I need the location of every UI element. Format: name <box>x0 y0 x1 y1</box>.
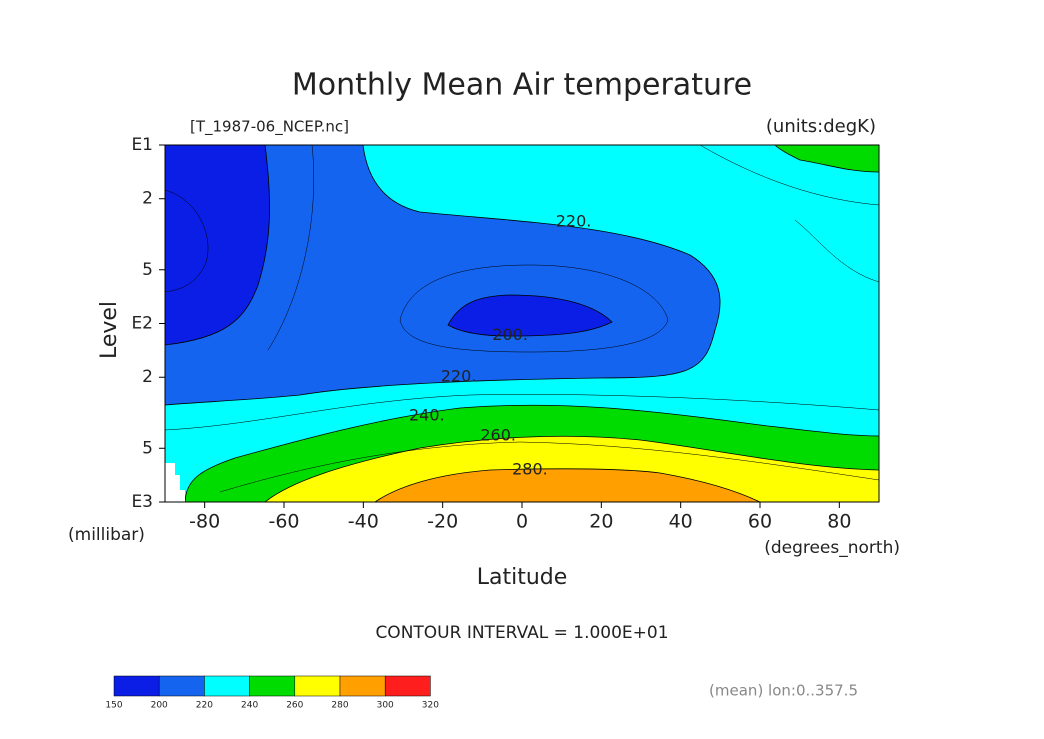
colorbar-box <box>204 675 250 697</box>
x-tick-label: 60 <box>748 511 772 533</box>
y-tick-label: E1 <box>131 135 153 155</box>
x-tick-label: -40 <box>348 511 379 533</box>
y-tick-label: 5 <box>142 260 153 280</box>
contour-label: 200. <box>492 325 528 344</box>
contour-label: 220. <box>556 211 592 230</box>
colorbar-label: 280 <box>331 701 348 711</box>
y-tick-label: 2 <box>142 367 153 387</box>
colorbar-label: 300 <box>377 701 394 711</box>
colorbar-label: 150 <box>105 701 122 711</box>
x-tick-label: -20 <box>427 511 458 533</box>
colorbar-box <box>249 675 296 697</box>
contour-fill <box>774 145 879 173</box>
contour-line <box>165 145 879 493</box>
contour-field <box>165 145 879 502</box>
colorbar-box <box>294 675 341 697</box>
contour-label: 220. <box>441 367 477 386</box>
y-tick-label: 2 <box>142 189 153 209</box>
colorbar-label: 240 <box>241 701 258 711</box>
contour-label: 280. <box>512 459 548 478</box>
y-units-label: (millibar) <box>68 525 145 545</box>
contour-interval: CONTOUR INTERVAL = 1.000E+01 <box>375 623 668 643</box>
y-tick-label: E3 <box>131 492 153 512</box>
x-axis-label: Latitude <box>477 565 568 590</box>
y-tick-label: 5 <box>142 438 153 458</box>
x-tick-label: 40 <box>669 511 693 533</box>
contour-fill <box>165 145 270 346</box>
y-tick-label: E2 <box>131 314 153 334</box>
contour-fill <box>447 294 613 337</box>
contour-fill <box>165 145 721 406</box>
x-tick-label: -60 <box>268 511 299 533</box>
file-label: [T_1987-06_NCEP.nc] <box>190 118 349 137</box>
contour-label: 240. <box>409 406 445 425</box>
units-label: (units:degK) <box>766 116 876 137</box>
contour-label: 260. <box>480 426 516 445</box>
chart-title: Monthly Mean Air temperature <box>292 68 752 103</box>
colorbar-label: 260 <box>286 701 303 711</box>
colorbar-label: 220 <box>196 701 213 711</box>
x-tick-label: 0 <box>516 511 528 533</box>
colorbar-label: 320 <box>422 701 439 711</box>
contour-fill <box>374 468 761 502</box>
x-tick-label: 20 <box>589 511 613 533</box>
y-axis-label: Level <box>97 301 122 359</box>
colorbar-box <box>158 675 205 697</box>
x-tick-label: -80 <box>189 511 220 533</box>
colorbar-box <box>339 675 386 697</box>
colorbar-box <box>113 675 160 697</box>
x-units-label: (degrees_north) <box>764 538 900 558</box>
x-tick-label: 80 <box>827 511 851 533</box>
colorbar-box <box>384 675 431 697</box>
colorbar-label: 200 <box>151 701 168 711</box>
missing-data <box>165 463 185 502</box>
footnote: (mean) lon:0..357.5 <box>709 682 858 700</box>
